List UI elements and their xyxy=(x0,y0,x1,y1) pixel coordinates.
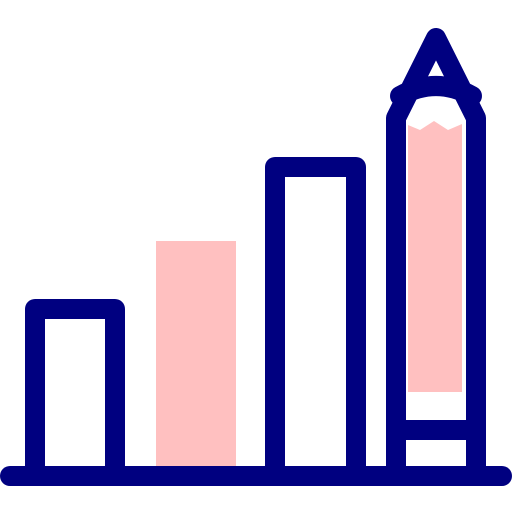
pencil-body-fill xyxy=(408,121,462,392)
bar-three-outline xyxy=(265,157,366,486)
bar-one-outline xyxy=(25,299,125,486)
bar-two-fill xyxy=(156,241,236,467)
pencil-tip-curve xyxy=(390,76,482,106)
pencil-outline xyxy=(386,28,486,486)
